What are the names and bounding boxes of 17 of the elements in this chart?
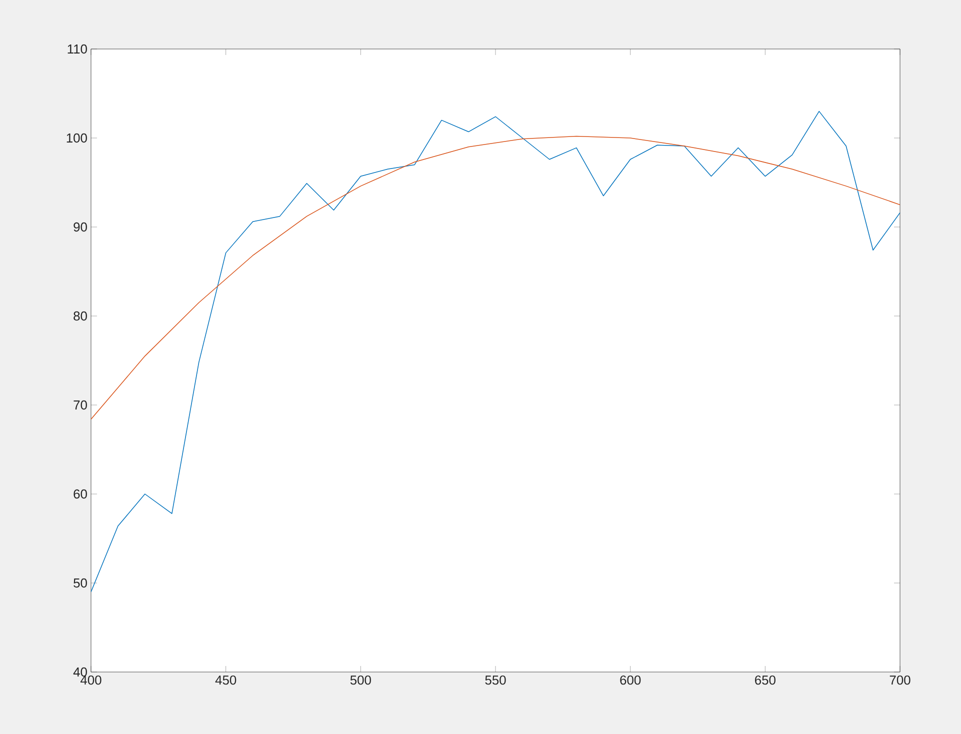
x-tick-label: 450 — [215, 676, 236, 685]
y-tick-label: 70 — [74, 400, 87, 410]
y-tick-label: 40 — [73, 667, 87, 677]
x-tick-label: 400 — [80, 676, 102, 685]
x-tick-label: 700 — [890, 676, 910, 685]
y-tick-label: 110 — [68, 44, 87, 54]
x-tick-label: 550 — [485, 676, 506, 685]
y-tick-label: 80 — [74, 311, 87, 321]
line-series — [91, 136, 900, 420]
y-tick-label: 100 — [66, 133, 87, 143]
line-series — [91, 110, 900, 592]
y-tick-label: 60 — [74, 489, 87, 499]
y-tick-label: 90 — [74, 222, 87, 232]
x-tick-label: 600 — [620, 676, 641, 685]
y-tick-label: 50 — [74, 578, 87, 588]
x-tick-label: 650 — [755, 676, 776, 685]
x-tick-label: 500 — [350, 676, 371, 685]
